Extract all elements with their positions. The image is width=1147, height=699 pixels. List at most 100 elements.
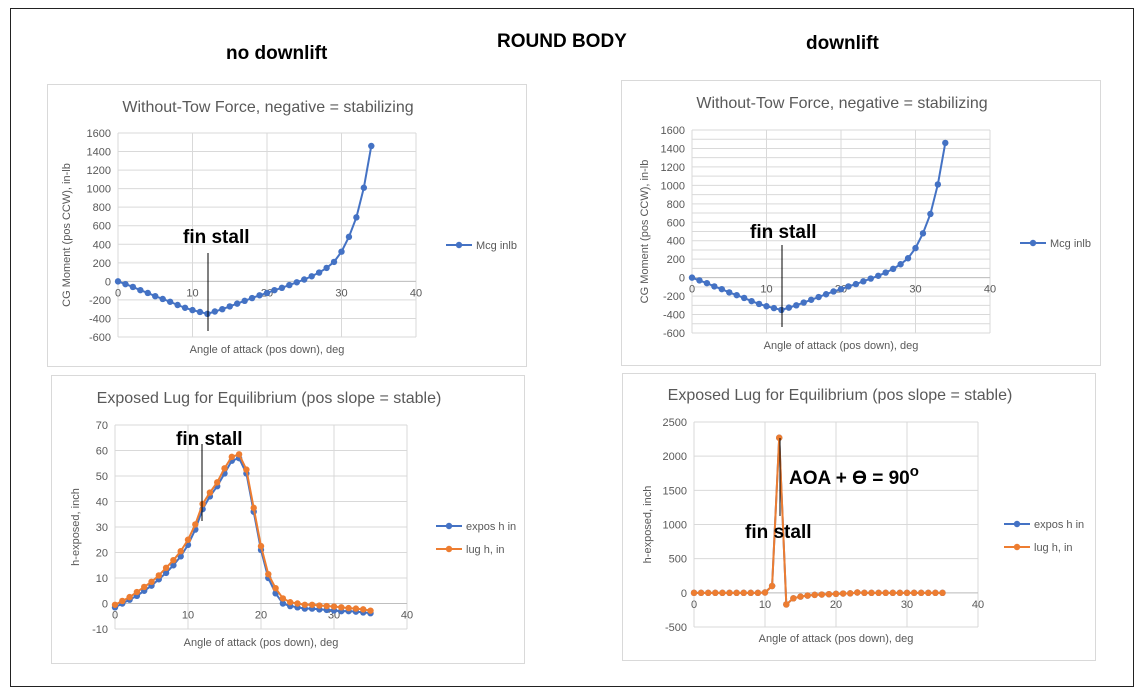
x-axis-label: Angle of attack (pos down), deg — [759, 633, 914, 645]
data-point — [294, 600, 301, 607]
data-point — [221, 465, 228, 472]
y-tick-label: 0 — [102, 599, 108, 611]
data-point — [174, 301, 181, 309]
x-tick-label: 40 — [401, 610, 413, 622]
y-tick-label: -600 — [89, 332, 111, 344]
data-point — [338, 604, 345, 611]
data-point — [271, 286, 278, 294]
data-point — [155, 572, 162, 579]
y-tick-label: 0 — [679, 273, 685, 285]
data-point — [196, 308, 204, 316]
data-point — [861, 589, 868, 597]
data-point — [696, 277, 703, 284]
data-point — [904, 255, 912, 262]
chart-bl: Exposed Lug for Equilibrium (pos slope =… — [51, 375, 525, 664]
fin-stall-label: fin stall — [750, 222, 817, 243]
data-point — [119, 597, 126, 605]
y-tick-label: 600 — [93, 221, 111, 233]
data-point — [248, 294, 256, 302]
data-point — [360, 606, 367, 613]
data-point — [181, 304, 189, 311]
data-point — [830, 288, 837, 295]
right-column-header: downlift — [806, 33, 879, 54]
y-tick-label: 200 — [667, 254, 685, 266]
y-tick-label: 1500 — [663, 485, 687, 497]
data-point — [159, 295, 166, 303]
y-tick-label: 30 — [96, 522, 108, 534]
data-point — [279, 595, 287, 602]
y-axis-label: CG Moment (pos CCW), in-lb — [61, 163, 73, 307]
x-tick-label: 0 — [691, 599, 697, 611]
data-point — [286, 281, 293, 289]
series-line — [694, 437, 943, 607]
data-point — [338, 248, 345, 255]
data-point — [875, 589, 882, 597]
y-tick-label: 600 — [667, 217, 685, 229]
y-tick-label: 0 — [105, 276, 111, 288]
x-tick-label: 10 — [759, 599, 771, 611]
data-point — [718, 285, 725, 293]
data-point — [170, 562, 177, 569]
data-point — [733, 291, 740, 299]
y-tick-label: 1600 — [661, 125, 685, 137]
x-tick-label: 10 — [186, 287, 198, 299]
y-tick-label: 50 — [96, 471, 108, 483]
data-point — [754, 589, 762, 597]
data-point — [241, 297, 248, 305]
legend-marker — [445, 522, 453, 530]
data-point — [330, 603, 338, 610]
data-point — [793, 302, 800, 309]
data-point — [301, 276, 308, 283]
data-point — [189, 306, 196, 314]
data-point — [228, 453, 235, 461]
y-tick-label: 1200 — [87, 165, 111, 177]
y-tick-label: 60 — [96, 446, 108, 458]
data-point — [768, 582, 776, 590]
data-point — [815, 293, 822, 301]
data-point — [939, 589, 946, 597]
legend-marker — [1013, 543, 1021, 551]
chart-svg: Without-Tow Force, negative = stabilizin… — [639, 95, 1091, 352]
data-point — [770, 304, 778, 312]
data-point — [860, 278, 867, 285]
data-point — [166, 298, 174, 305]
data-point — [141, 583, 148, 591]
x-axis-label: Angle of attack (pos down), deg — [764, 340, 919, 352]
data-point — [811, 591, 818, 599]
data-point — [330, 258, 338, 266]
data-point — [897, 261, 904, 268]
data-point — [293, 279, 300, 286]
x-tick-label: 30 — [909, 284, 921, 296]
y-tick-label: 2000 — [663, 451, 687, 463]
data-point — [152, 293, 159, 300]
data-point — [170, 556, 177, 564]
data-point — [315, 269, 323, 276]
aoa-annotation: AOA + ϴ = 90o — [789, 463, 919, 489]
data-point — [740, 294, 748, 302]
x-tick-label: 0 — [689, 284, 695, 296]
data-point — [868, 589, 875, 597]
data-point — [942, 139, 949, 147]
data-point — [308, 273, 315, 280]
y-tick-label: 800 — [667, 199, 685, 211]
chart-title: Exposed Lug for Equilibrium (pos slope =… — [668, 387, 1013, 404]
data-point — [204, 310, 211, 318]
x-tick-label: 0 — [112, 610, 118, 622]
y-tick-label: 400 — [667, 236, 685, 248]
y-tick-label: 500 — [669, 554, 687, 566]
data-point — [367, 607, 374, 614]
chart-tr: Without-Tow Force, negative = stabilizin… — [621, 80, 1101, 366]
data-point — [226, 303, 233, 310]
data-point — [804, 592, 811, 599]
data-point — [697, 589, 705, 597]
y-tick-label: 70 — [96, 420, 108, 432]
chart-br: Exposed Lug for Equilibrium (pos slope =… — [622, 373, 1096, 661]
data-point — [925, 589, 932, 597]
data-point — [882, 589, 889, 597]
y-tick-label: 20 — [96, 548, 108, 560]
legend-marker — [445, 545, 453, 553]
data-point — [854, 589, 861, 596]
data-point — [903, 589, 911, 597]
data-point — [353, 214, 360, 221]
legend-label: expos h in — [1034, 519, 1084, 531]
